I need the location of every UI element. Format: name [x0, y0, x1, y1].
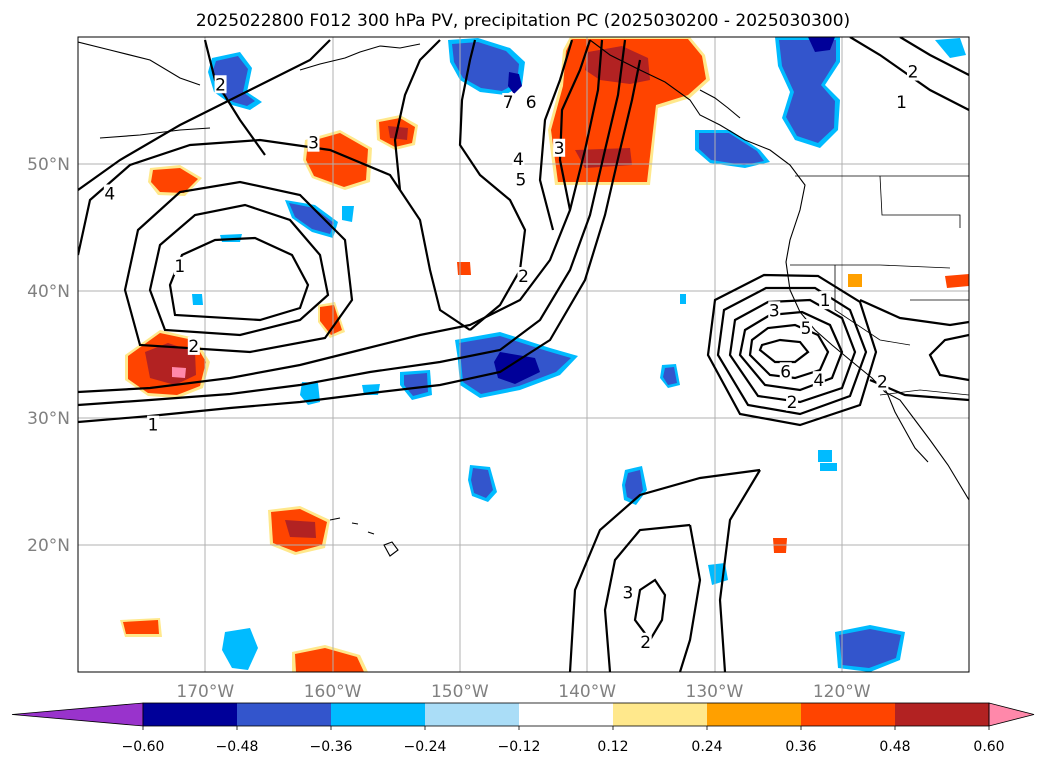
- contour-label-bg: [786, 392, 799, 411]
- colorbar-tick-label: 0.48: [879, 739, 910, 755]
- lon-label: 140°W: [558, 682, 616, 702]
- colorbar-segment: [331, 703, 426, 726]
- lon-label: 150°W: [431, 682, 489, 702]
- contour-label: 2: [877, 372, 888, 392]
- contour-label: 1: [820, 291, 831, 311]
- colorbar-tick-label: 0.36: [785, 739, 816, 755]
- contour-label-bg: [800, 319, 813, 338]
- colorbar-segment: [237, 703, 332, 726]
- contour-label-bg: [517, 267, 530, 286]
- lon-label: 170°W: [176, 682, 234, 702]
- contour-label: 6: [526, 93, 537, 113]
- contour-label-bg: [147, 415, 160, 434]
- map-frame: [77, 36, 970, 673]
- colorbar-tick-label: −0.60: [122, 739, 165, 755]
- contour-label-bg: [103, 184, 116, 203]
- colorbar-segment: [425, 703, 520, 726]
- colorbar: −0.60 −0.48 −0.36 −0.24 −0.12 0.12 0.24 0.36 0.4…: [11, 702, 1035, 755]
- contour-label: 4: [813, 371, 824, 391]
- contour-label-bg: [876, 372, 889, 391]
- lon-label: 160°W: [304, 682, 362, 702]
- precip-negative-areas: [192, 37, 966, 672]
- colorbar-tick-label: 0.24: [691, 739, 722, 755]
- colorbar-segment: [143, 703, 238, 726]
- colorbar-tick-label: −0.48: [216, 739, 259, 755]
- contour-label-bg: [906, 62, 919, 81]
- contour-label: 2: [640, 633, 651, 653]
- colorbar-frame: [142, 702, 990, 727]
- contour-label-bg: [621, 583, 634, 602]
- contour-label: 3: [308, 134, 319, 154]
- lon-label: 130°W: [686, 682, 744, 702]
- contour-label: 2: [188, 337, 199, 357]
- contour-label: 5: [801, 319, 812, 339]
- latitude-labels: 20°N 30°N 40°N 50°N: [27, 155, 70, 556]
- contour-label-bg: [512, 150, 525, 169]
- contour-label-bg: [639, 632, 652, 651]
- contour-label-bg: [214, 75, 227, 94]
- contour-label-bg: [525, 93, 538, 112]
- country-borders: [790, 175, 969, 396]
- colorbar-tick-label: −0.24: [404, 739, 447, 755]
- colorbar-segment: [707, 703, 802, 726]
- contour-label-bg: [307, 133, 320, 152]
- contour-label: 1: [148, 416, 159, 436]
- contour-label: 6: [780, 362, 791, 382]
- contour-label-bg: [768, 301, 781, 320]
- lat-label: 20°N: [27, 536, 70, 556]
- contour-label: 3: [622, 583, 633, 603]
- contour-label: 3: [554, 139, 565, 159]
- colorbar-segment: [519, 703, 614, 726]
- lon-label: 120°W: [813, 682, 871, 702]
- colorbar-segment: [613, 703, 708, 726]
- contour-label-bg: [187, 336, 200, 355]
- contour-label-bg: [514, 170, 527, 189]
- colorbar-tick-label: 0.12: [597, 739, 628, 755]
- contour-label-bg: [812, 371, 825, 390]
- contour-label: 1: [174, 257, 185, 277]
- colorbar-tick-label: −0.36: [310, 739, 353, 755]
- contour-label: 3: [769, 301, 780, 321]
- lat-label: 40°N: [27, 282, 70, 302]
- contour-label: 2: [908, 63, 919, 83]
- colorbar-segment: [801, 703, 896, 726]
- colorbar-lower-extend: [11, 702, 144, 727]
- contour-label-bg: [553, 138, 566, 157]
- contour-label: 2: [518, 267, 529, 287]
- colorbar-upper-extend: [988, 702, 1035, 727]
- coastlines: [78, 39, 969, 557]
- colorbar-tick-label: −0.12: [498, 739, 541, 755]
- contour-label: 2: [215, 75, 226, 95]
- map-title: 2025022800 F012 300 hPa PV, precipitatio…: [196, 11, 850, 31]
- contour-label-bg: [502, 93, 515, 112]
- contour-label: 4: [104, 184, 115, 204]
- colorbar-segment: [895, 703, 990, 726]
- contour-label-bg: [173, 256, 186, 275]
- contour-label: 1: [896, 93, 907, 113]
- contour-label-bg: [779, 362, 792, 381]
- lat-label: 30°N: [27, 409, 70, 429]
- contour-label: 4: [513, 150, 524, 170]
- contour-label: 2: [787, 393, 798, 413]
- contour-label-bg: [819, 291, 832, 310]
- longitude-labels: 170°W 160°W 150°W 140°W 130°W 120°W: [176, 682, 870, 702]
- contour-label-bg: [895, 93, 908, 112]
- contour-label: 7: [503, 93, 514, 113]
- lat-label: 50°N: [27, 155, 70, 175]
- colorbar-tick-label: 0.60: [973, 739, 1004, 755]
- contour-label: 5: [516, 171, 527, 191]
